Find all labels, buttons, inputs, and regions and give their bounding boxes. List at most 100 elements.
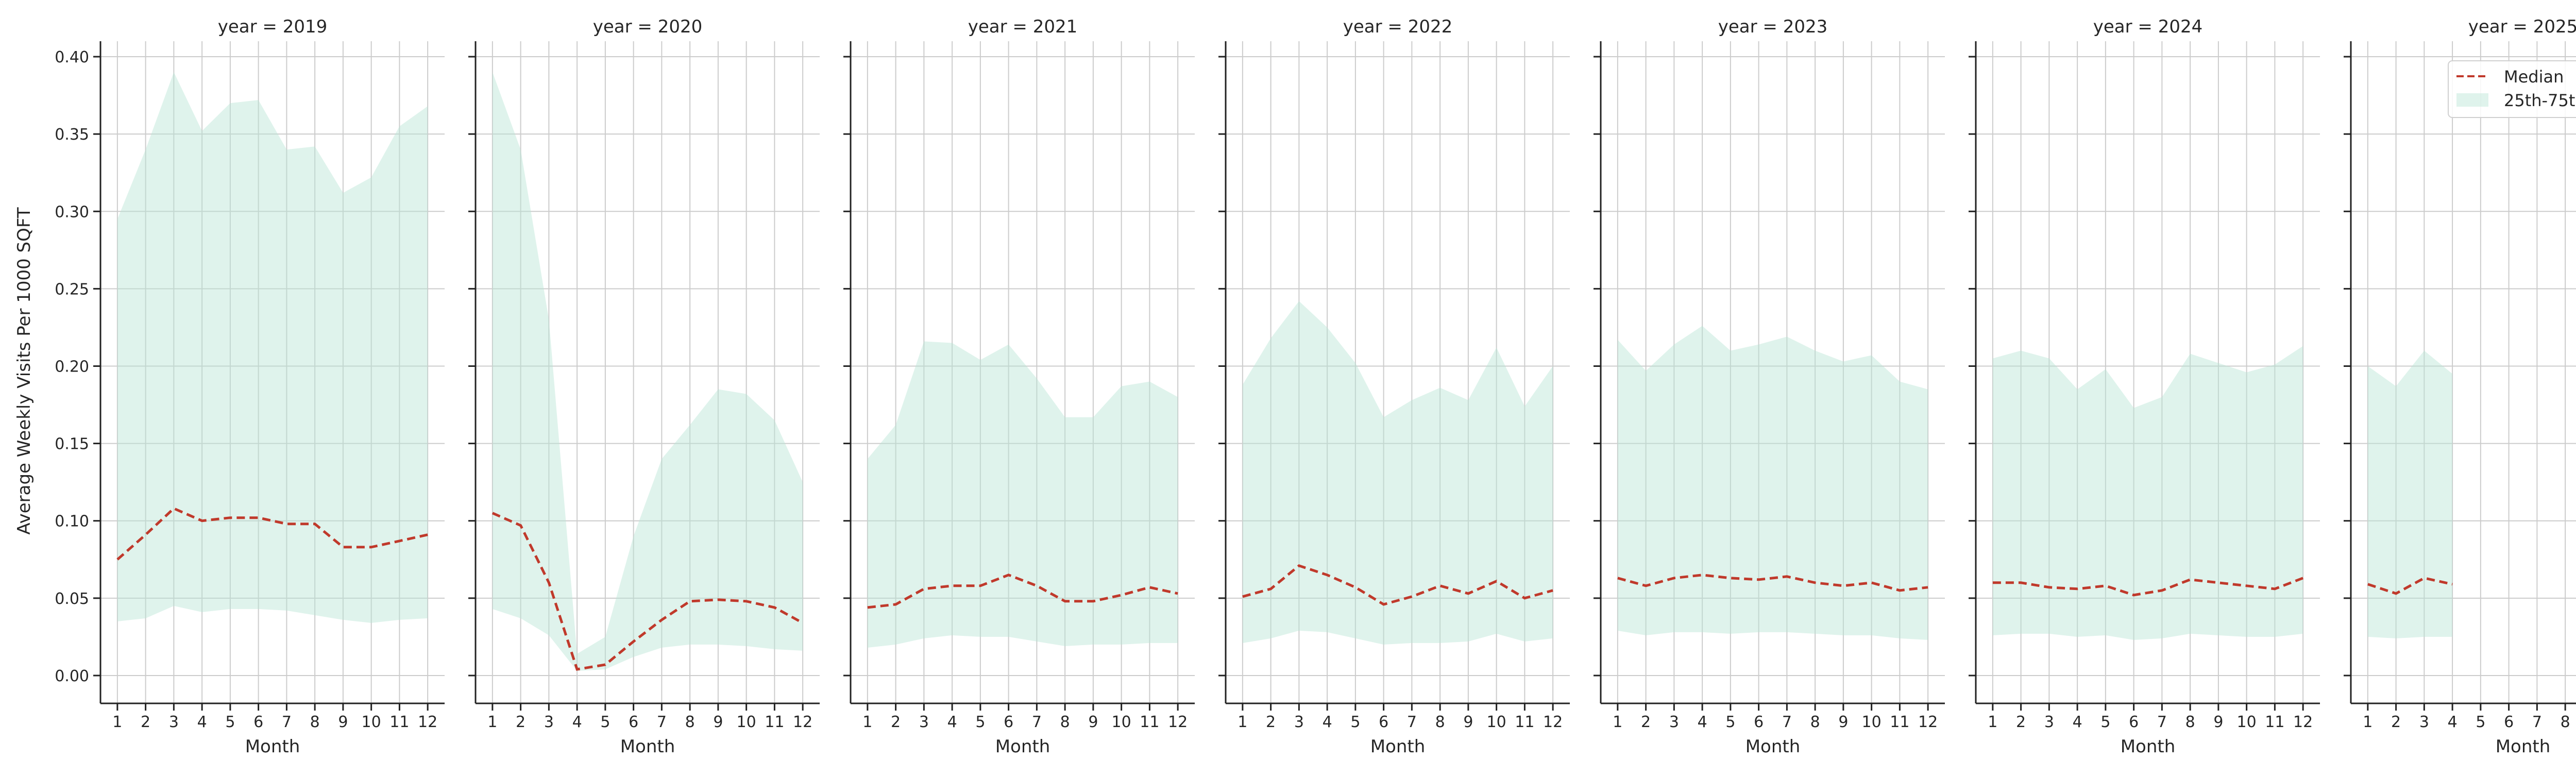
x-tick-label: 9 xyxy=(1838,713,1848,731)
x-tick-label: 5 xyxy=(2476,713,2485,731)
median-line xyxy=(1992,577,2303,597)
x-tick-label: 11 xyxy=(1890,713,1909,731)
x-axis-label: Month xyxy=(1745,736,1801,757)
x-tick-label: 4 xyxy=(1698,713,1707,731)
y-tick-label: 0.30 xyxy=(55,203,89,221)
x-tick-label: 9 xyxy=(713,713,723,731)
x-tick-label: 10 xyxy=(1862,713,1882,731)
panel-title: year = 2021 xyxy=(968,16,1077,37)
median-line xyxy=(867,574,1178,609)
median-line xyxy=(1242,564,1553,606)
x-tick-label: 9 xyxy=(1463,713,1473,731)
panel-title: year = 2025 xyxy=(2468,16,2576,37)
x-tick-label: 7 xyxy=(657,713,667,731)
x-tick-label: 8 xyxy=(2185,713,2195,731)
y-tick-label: 0.25 xyxy=(55,280,89,298)
y-tick-label: 0.05 xyxy=(55,590,89,608)
x-tick-label: 7 xyxy=(2157,713,2167,731)
x-axis-label: Month xyxy=(620,736,675,757)
panel-title: year = 2024 xyxy=(2093,16,2202,37)
x-tick-label: 5 xyxy=(2100,713,2110,731)
y-tick-label: 0.00 xyxy=(55,667,89,685)
median-line xyxy=(2367,577,2453,595)
x-tick-label: 6 xyxy=(2129,713,2139,731)
x-tick-label: 7 xyxy=(282,713,292,731)
x-tick-label: 7 xyxy=(1782,713,1792,731)
x-tick-label: 8 xyxy=(685,713,695,731)
median-line xyxy=(116,507,428,561)
x-tick-label: 1 xyxy=(1238,713,1247,731)
panel-title: year = 2020 xyxy=(593,16,702,37)
x-tick-label: 12 xyxy=(1168,713,1188,731)
y-tick-label: 0.40 xyxy=(55,48,89,66)
x-tick-label: 8 xyxy=(1060,713,1070,731)
x-tick-label: 1 xyxy=(1988,713,1997,731)
percentile-band xyxy=(2367,350,2453,638)
legend-median-label: Median xyxy=(2504,67,2564,87)
y-tick-label: 0.20 xyxy=(55,358,89,376)
x-tick-label: 12 xyxy=(793,713,812,731)
x-tick-label: 3 xyxy=(2419,713,2429,731)
legend-band-label: 25th-75th Percentile xyxy=(2504,91,2576,110)
panel-title: year = 2019 xyxy=(218,16,327,37)
x-tick-label: 1 xyxy=(862,713,872,731)
x-tick-label: 6 xyxy=(253,713,263,731)
x-tick-label: 2 xyxy=(891,713,901,731)
median-line xyxy=(492,512,804,671)
x-tick-label: 4 xyxy=(1323,713,1332,731)
x-tick-label: 1 xyxy=(112,713,122,731)
x-tick-label: 10 xyxy=(737,713,756,731)
x-tick-label: 4 xyxy=(947,713,957,731)
x-axis-label: Month xyxy=(245,736,300,757)
x-axis-label: Month xyxy=(1370,736,1426,757)
x-tick-label: 4 xyxy=(197,713,207,731)
y-tick-label: 0.35 xyxy=(55,126,89,144)
x-tick-label: 10 xyxy=(362,713,381,731)
x-axis-label: Month xyxy=(995,736,1050,757)
x-tick-label: 10 xyxy=(1487,713,1506,731)
x-tick-label: 12 xyxy=(418,713,437,731)
x-tick-label: 2 xyxy=(2016,713,2026,731)
legend: Median 25th-75th Percentile xyxy=(2448,60,2576,118)
x-axis-label: Month xyxy=(2121,736,2176,757)
x-tick-label: 3 xyxy=(544,713,554,731)
x-tick-label: 6 xyxy=(1754,713,1764,731)
percentile-band xyxy=(492,72,803,671)
x-tick-label: 6 xyxy=(629,713,638,731)
x-tick-label: 7 xyxy=(1407,713,1417,731)
percentile-band xyxy=(117,72,428,623)
x-tick-label: 12 xyxy=(1543,713,1563,731)
x-tick-label: 3 xyxy=(919,713,929,731)
x-tick-label: 5 xyxy=(225,713,235,731)
x-tick-label: 6 xyxy=(1379,713,1388,731)
x-tick-label: 11 xyxy=(2265,713,2284,731)
x-tick-label: 4 xyxy=(2448,713,2458,731)
x-tick-label: 3 xyxy=(2044,713,2054,731)
x-tick-label: 1 xyxy=(1613,713,1622,731)
panels-layer: 0.000.050.100.150.200.250.300.350.401 2 3 4… xyxy=(55,16,2576,757)
x-tick-label: 11 xyxy=(765,713,784,731)
x-tick-label: 9 xyxy=(338,713,348,731)
x-tick-label: 3 xyxy=(1669,713,1679,731)
facet-panel-1: 0.000.050.100.150.200.250.300.350.401 2 3 4… xyxy=(55,16,445,757)
x-tick-label: 2 xyxy=(2391,713,2401,731)
x-tick-label: 9 xyxy=(1088,713,1098,731)
x-tick-label: 9 xyxy=(2213,713,2223,731)
x-tick-label: 4 xyxy=(572,713,582,731)
legend-frame xyxy=(2448,60,2576,118)
x-tick-label: 1 xyxy=(487,713,497,731)
x-tick-label: 8 xyxy=(2561,713,2570,731)
x-tick-label: 2 xyxy=(1641,713,1651,731)
x-tick-label: 7 xyxy=(2532,713,2542,731)
x-tick-label: 12 xyxy=(2293,713,2313,731)
legend-band-swatch xyxy=(2456,93,2488,107)
x-tick-label: 5 xyxy=(600,713,610,731)
x-tick-label: 2 xyxy=(141,713,150,731)
